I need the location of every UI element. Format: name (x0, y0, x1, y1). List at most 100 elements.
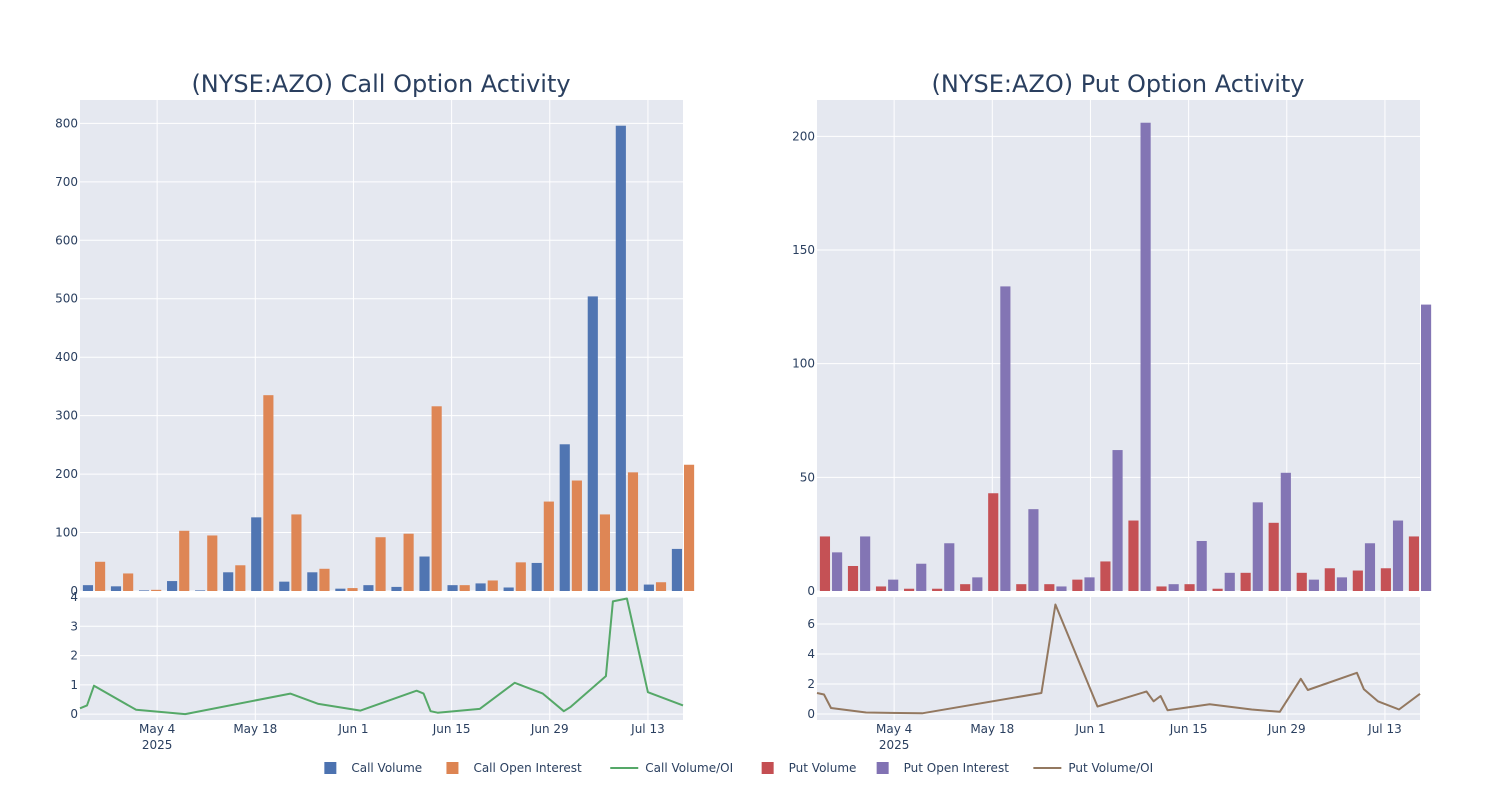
call-open-interest-bar (95, 561, 106, 591)
call-open-interest-bar (319, 568, 330, 591)
call-open-interest-bar (655, 582, 667, 591)
put-volume-bar (1072, 579, 1083, 591)
x-tick-label: May 18 (233, 722, 277, 736)
ratio-y-tick-label: 2 (807, 677, 815, 691)
ratio-y-tick-label: 4 (807, 647, 815, 661)
ratio-y-tick-label: 1 (70, 678, 78, 692)
call-volume-bar (110, 586, 122, 591)
call-volume-bar (335, 588, 346, 591)
call-volume-bar (643, 584, 654, 591)
x-tick-year-label: 2025 (142, 738, 173, 752)
ratio-y-tick-label: 4 (70, 590, 78, 604)
put-open-interest-bar (1056, 586, 1067, 591)
x-tick-label: Jul 13 (630, 722, 665, 736)
put-open-interest-bar (1364, 543, 1376, 591)
x-tick-label: May 4 (139, 722, 175, 736)
put-volume-bar (1296, 572, 1307, 591)
put-volume-bar (1044, 584, 1055, 591)
call-open-interest-bar (123, 573, 134, 591)
ratio-y-tick-label: 0 (70, 707, 78, 721)
call-chart: (NYSE:AZO) Call Option Activity May 4 2025… (55, 70, 695, 752)
legend-swatch (446, 762, 459, 774)
call-open-interest-bar (543, 501, 554, 591)
call-open-interest-bar (599, 514, 611, 591)
put-volume-bar (1380, 568, 1391, 591)
put-open-interest-bar (1140, 122, 1151, 592)
ratio-y-tick-label: 2 (70, 649, 78, 663)
legend-label: Call Volume (351, 761, 422, 775)
put-open-interest-bar (1252, 502, 1263, 591)
x-tick-year-label: 2025 (879, 738, 910, 752)
legend-item: Put Volume (761, 761, 856, 775)
legend-swatch (324, 762, 337, 774)
legend-item: Put Open Interest (876, 761, 1009, 775)
bar-y-tick-label: 200 (55, 467, 78, 481)
x-tick-label: Jun 15 (1169, 722, 1208, 736)
put-open-interest-bar (1112, 450, 1123, 591)
put-volume-bar (1184, 584, 1195, 591)
call-volume-bar (531, 562, 542, 591)
put-volume-bar (988, 493, 999, 591)
call-volume-bar (475, 583, 486, 591)
legend: Call Volume Call Open Interest Call Volume… (324, 761, 1153, 775)
call-volume-bar (503, 587, 514, 591)
legend-item: Put Volume/OI (1033, 761, 1153, 775)
call-volume-bar (138, 590, 150, 591)
legend-label: Call Open Interest (473, 761, 582, 775)
call-open-interest-bar (403, 533, 414, 591)
put-volume-bar (1100, 561, 1111, 591)
bar-y-tick-label: 700 (55, 175, 78, 189)
legend-item: Call Volume/OI (610, 761, 733, 775)
call-volume-bar (447, 585, 458, 591)
bar-y-tick-label: 500 (55, 292, 78, 306)
put-open-interest-bar (1392, 520, 1404, 591)
x-tick-label: Jul 13 (1367, 722, 1402, 736)
ratio-y-tick-label: 6 (807, 617, 815, 631)
bar-y-tick-label: 200 (792, 129, 815, 143)
put-open-interest-bar (1028, 509, 1039, 591)
put-volume-bar (1016, 584, 1027, 591)
legend-swatch (876, 762, 889, 774)
call-open-interest-bar (207, 535, 218, 591)
call-volume-bar (195, 590, 206, 591)
legend-item: Call Volume (324, 761, 422, 775)
bar-y-tick-label: 0 (70, 584, 78, 598)
put-open-interest-bar (1421, 304, 1432, 591)
put-volume-bar (960, 584, 971, 591)
call-open-interest-bar (431, 406, 442, 591)
ratio-panel-background (817, 597, 1420, 720)
put-open-interest-bar (888, 579, 899, 591)
call-volume-bar (279, 581, 290, 591)
bar-y-tick-label: 100 (55, 526, 78, 540)
call-volume-bar (419, 556, 430, 591)
call-open-interest-bar (459, 585, 470, 591)
put-open-interest-bar (1084, 577, 1095, 591)
call-open-interest-bar (627, 472, 639, 591)
x-tick-label: Jun 29 (1267, 722, 1306, 736)
put-open-interest-bar (1308, 579, 1319, 591)
call-open-interest-bar (235, 565, 246, 591)
call-open-interest-bar (347, 588, 358, 591)
put-volume-oi-line (816, 603, 1421, 715)
call-volume-bar (251, 517, 262, 591)
call-open-interest-bar (151, 589, 162, 591)
x-tick-label: Jun 15 (432, 722, 471, 736)
call-volume-bar (391, 586, 402, 591)
call-open-interest-bar (515, 562, 526, 591)
bar-y-tick-label: 600 (55, 233, 78, 247)
ratio-panel-background (80, 597, 683, 720)
call-volume-bar (363, 585, 374, 591)
put-open-interest-bar (916, 563, 927, 591)
put-volume-bar (932, 588, 943, 591)
call-volume-bar (615, 125, 626, 591)
put-open-interest-bar (944, 543, 955, 591)
bar-y-tick-label: 50 (800, 470, 815, 484)
legend-label: Call Volume/OI (645, 761, 733, 775)
call-open-interest-bar (487, 580, 498, 591)
call-volume-bar (167, 581, 178, 591)
legend-item: Call Open Interest (446, 761, 582, 775)
put-open-interest-bar (1168, 584, 1179, 591)
put-volume-bar (1268, 522, 1279, 591)
